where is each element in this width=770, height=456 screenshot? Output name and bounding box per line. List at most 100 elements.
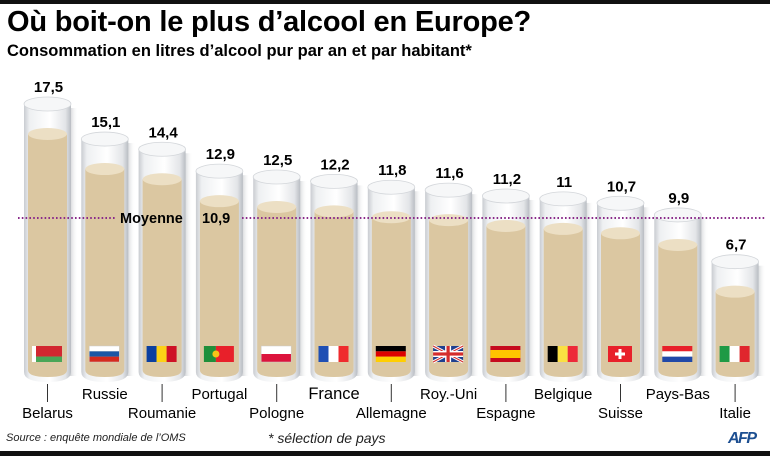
source-note: Source : enquête mondiale de l’OMS bbox=[6, 432, 186, 444]
bar-liquid bbox=[486, 225, 526, 377]
bar-rim bbox=[367, 179, 416, 195]
bar-russie bbox=[80, 131, 136, 382]
bar-liquid-surface bbox=[85, 163, 125, 176]
average-label: Moyenne bbox=[120, 211, 183, 227]
bar-shadow bbox=[756, 265, 766, 376]
top-border bbox=[0, 0, 770, 4]
country-label: Russie bbox=[82, 386, 128, 403]
value-label: 12,9 bbox=[206, 146, 235, 163]
country-label: Allemagne bbox=[356, 405, 427, 422]
flag-uk bbox=[432, 344, 464, 364]
bar-shadow bbox=[126, 143, 136, 376]
flag-portugal bbox=[203, 346, 234, 362]
bar-rim bbox=[596, 195, 645, 211]
bar-rim bbox=[481, 188, 530, 204]
bottom-border bbox=[0, 451, 770, 456]
bar-liquid bbox=[543, 228, 583, 377]
bar-italie bbox=[711, 254, 766, 382]
value-label: 6,7 bbox=[726, 237, 747, 254]
bar-suisse bbox=[596, 195, 651, 382]
bar-liquid bbox=[28, 134, 67, 377]
bar-rim bbox=[711, 254, 759, 270]
bar-shadow bbox=[699, 218, 709, 376]
country-label: Portugal bbox=[191, 386, 247, 403]
country-label: Belarus bbox=[22, 405, 73, 422]
bar-shadow bbox=[355, 185, 365, 376]
bar-liquid bbox=[429, 220, 469, 377]
bar-shadow bbox=[527, 199, 537, 376]
flag-romania bbox=[146, 346, 177, 362]
country-label: Pologne bbox=[249, 405, 304, 422]
bar-shadow bbox=[470, 194, 480, 376]
bar-shadow bbox=[642, 207, 651, 376]
bar-liquid-surface bbox=[543, 222, 583, 235]
chart-title: Où boit-on le plus d’alcool en Europe? bbox=[7, 6, 532, 38]
bar-liquid bbox=[85, 169, 125, 377]
flag-netherlands bbox=[662, 346, 693, 362]
bar-shadow bbox=[412, 191, 422, 376]
chart-subtitle: Consommation en litres d’alcool pur par … bbox=[7, 42, 472, 60]
bar-rim bbox=[80, 131, 129, 147]
bar-rim bbox=[539, 191, 588, 207]
bar-rim bbox=[252, 169, 301, 185]
bar-pologne bbox=[252, 169, 308, 382]
bar-liquid bbox=[658, 244, 698, 377]
bar-liquid-surface bbox=[142, 173, 182, 186]
bar-belgique bbox=[539, 191, 594, 382]
bar-liquid bbox=[142, 179, 182, 377]
bar-rim bbox=[23, 96, 72, 112]
value-label: 14,4 bbox=[148, 124, 178, 141]
country-label: Espagne bbox=[476, 405, 535, 422]
bar-liquid bbox=[199, 201, 239, 377]
country-label: France bbox=[308, 385, 359, 403]
flag-russia bbox=[89, 345, 120, 363]
bar-liquid bbox=[257, 207, 297, 377]
flag-switzerland bbox=[608, 346, 632, 362]
value-label: 17,5 bbox=[34, 79, 63, 96]
bar-shadow bbox=[69, 108, 78, 376]
bar-liquid-surface bbox=[257, 201, 297, 213]
bar-liquid bbox=[314, 211, 354, 377]
average-value: 10,9 bbox=[202, 211, 230, 227]
country-label: Pays-Bas bbox=[646, 386, 710, 403]
flag-poland bbox=[260, 345, 292, 363]
country-label: Roumanie bbox=[128, 405, 196, 422]
bar-liquid-surface bbox=[486, 219, 526, 232]
bar-shadow bbox=[240, 175, 250, 376]
bar-rim bbox=[138, 141, 187, 157]
bar-pays-bas bbox=[653, 207, 709, 382]
bar-liquid bbox=[715, 291, 755, 377]
value-label: 9,9 bbox=[668, 190, 689, 207]
flag-belgium bbox=[547, 346, 578, 362]
bar-roumanie bbox=[138, 141, 193, 382]
value-label: 15,1 bbox=[91, 114, 120, 131]
bar-liquid-surface bbox=[199, 195, 239, 208]
flag-italy bbox=[719, 346, 750, 362]
bar-shadow bbox=[298, 181, 308, 376]
bar-liquid-surface bbox=[658, 238, 698, 251]
bar-belarus bbox=[23, 96, 78, 382]
bar-liquid-surface bbox=[314, 205, 354, 218]
bar-shadow bbox=[584, 202, 594, 376]
bar-shadow bbox=[183, 153, 193, 376]
bar-portugal bbox=[195, 163, 250, 382]
country-label: Suisse bbox=[598, 405, 643, 422]
selection-note: * sélection de pays bbox=[268, 430, 386, 446]
bar-liquid-surface bbox=[715, 285, 755, 298]
bar-espagne bbox=[481, 188, 537, 382]
bar-liquid-surface bbox=[601, 227, 640, 240]
country-label: Italie bbox=[719, 405, 751, 422]
bar-rim bbox=[653, 207, 702, 223]
bar-liquid-surface bbox=[429, 214, 469, 227]
bar-rim bbox=[310, 173, 358, 189]
afp-logo: AFP bbox=[728, 430, 757, 447]
bar-rim bbox=[195, 163, 244, 179]
flag-belarus bbox=[32, 346, 62, 362]
bar-france bbox=[310, 173, 365, 382]
flag-france bbox=[318, 346, 349, 362]
value-label: 11,6 bbox=[435, 165, 463, 182]
country-label: Roy.-Uni bbox=[420, 386, 477, 403]
flag-germany bbox=[375, 346, 406, 362]
bar-liquid bbox=[371, 217, 411, 377]
bar-liquid bbox=[601, 233, 640, 377]
